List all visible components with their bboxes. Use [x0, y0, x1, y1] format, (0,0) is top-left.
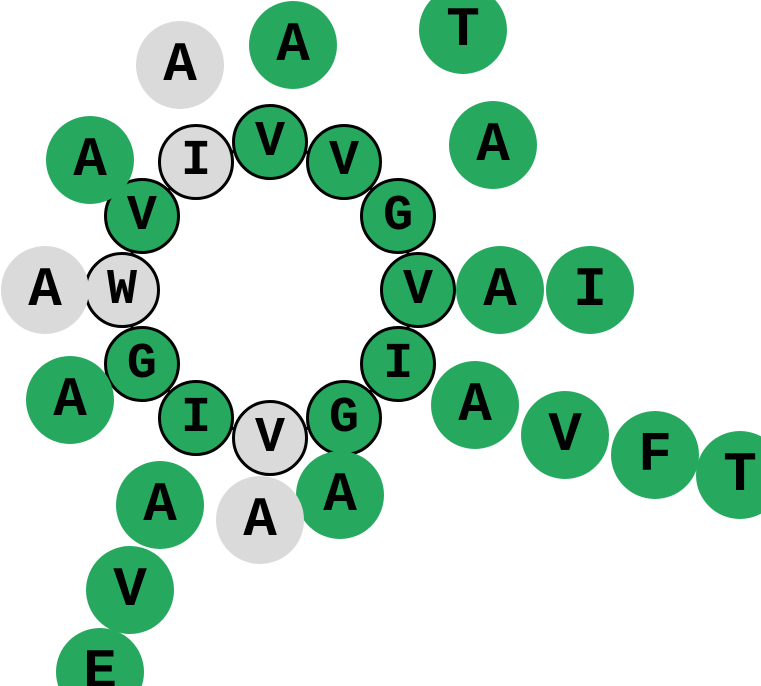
node-label: G	[329, 390, 359, 447]
node-label: V	[329, 133, 359, 190]
node-label: V	[127, 188, 157, 245]
node-label: I	[181, 390, 211, 447]
node-label: W	[107, 262, 137, 319]
node-label: T	[723, 443, 757, 507]
node-label: A	[276, 13, 310, 77]
node-out-A-tl1: A	[136, 21, 224, 109]
node-out-A-r1: A	[456, 246, 544, 334]
node-out-A-tr: A	[449, 101, 537, 189]
node-label: A	[143, 473, 177, 537]
node-label: A	[323, 463, 357, 527]
node-ring-6: V	[232, 400, 308, 476]
node-out-T2: T	[696, 431, 761, 519]
node-label: G	[383, 188, 413, 245]
node-out-E: E	[56, 628, 144, 686]
node-label: A	[243, 488, 277, 552]
node-label: A	[476, 113, 510, 177]
node-label: A	[73, 128, 107, 192]
node-ring-9: W	[84, 252, 160, 328]
node-label: G	[127, 336, 157, 393]
node-ring-11: I	[158, 124, 234, 200]
node-label: A	[458, 373, 492, 437]
node-label: V	[548, 403, 582, 467]
node-out-A-bl: A	[116, 461, 204, 549]
node-label: V	[403, 262, 433, 319]
node-label: V	[255, 114, 285, 171]
node-label: E	[83, 640, 117, 686]
node-ring-3: V	[380, 252, 456, 328]
node-out-A-tl2: A	[46, 116, 134, 204]
node-label: A	[163, 33, 197, 97]
node-out-F: F	[611, 411, 699, 499]
node-ring-5: G	[306, 380, 382, 456]
node-ring-0: V	[232, 104, 308, 180]
node-label: I	[573, 258, 607, 322]
node-label: F	[638, 423, 672, 487]
node-label: A	[483, 258, 517, 322]
node-ring-8: G	[104, 326, 180, 402]
node-ring-7: I	[158, 380, 234, 456]
node-out-V-bl: V	[86, 546, 174, 634]
diagram-stage: VVGVIGVIGWVIATAAIAVFTAAAVEAAAA	[0, 0, 761, 686]
node-label: V	[255, 410, 285, 467]
node-ring-4: I	[360, 326, 436, 402]
node-label: A	[28, 258, 62, 322]
node-out-V-r: V	[521, 391, 609, 479]
node-label: A	[53, 368, 87, 432]
node-out-A-top: A	[249, 1, 337, 89]
node-out-T: T	[419, 0, 507, 74]
node-out-I-r: I	[546, 246, 634, 334]
node-ring-2: G	[360, 178, 436, 254]
node-out-A-l1: A	[1, 246, 89, 334]
node-label: I	[383, 336, 413, 393]
node-label: V	[113, 558, 147, 622]
node-out-A-l2: A	[26, 356, 114, 444]
node-label: I	[181, 133, 211, 190]
node-out-A-br: A	[296, 451, 384, 539]
node-label: T	[446, 0, 480, 62]
node-out-A-bc: A	[216, 476, 304, 564]
node-out-A-r2: A	[431, 361, 519, 449]
